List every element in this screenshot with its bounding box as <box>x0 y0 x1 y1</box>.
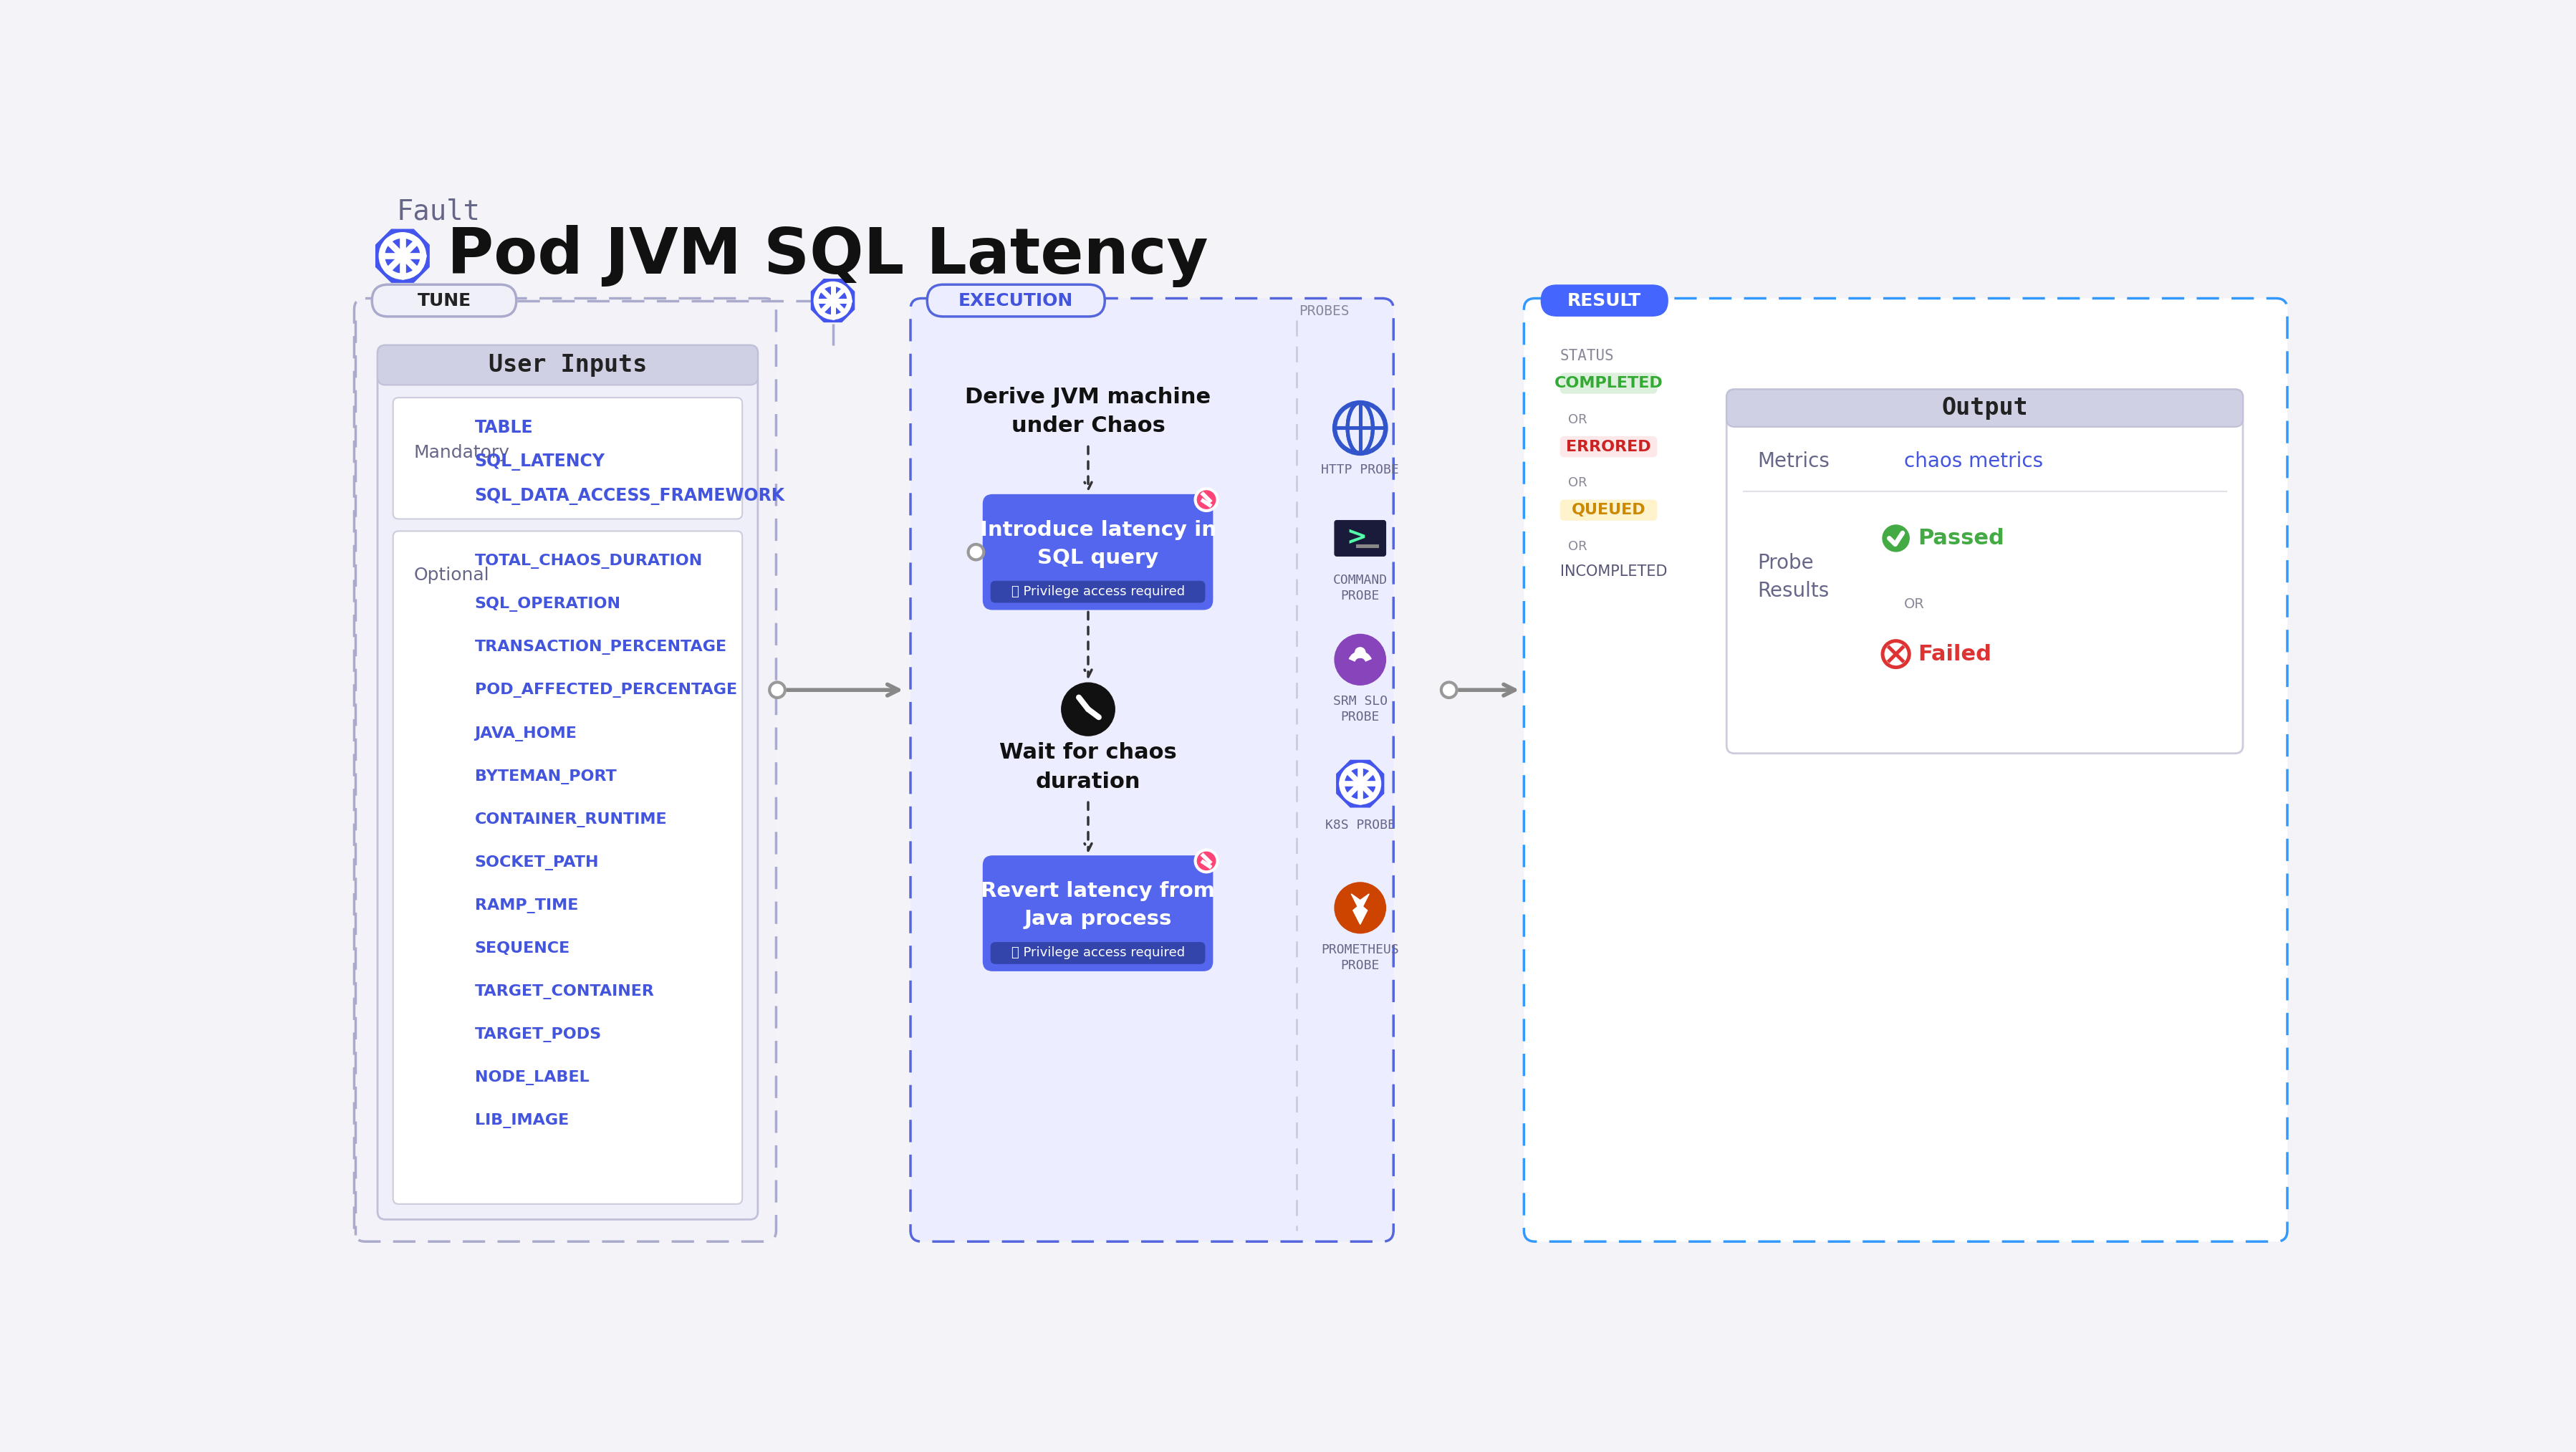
Text: TARGET_CONTAINER: TARGET_CONTAINER <box>474 984 654 999</box>
Text: OR: OR <box>1569 540 1587 553</box>
Circle shape <box>1195 849 1218 873</box>
Text: Derive JVM machine
under Chaos: Derive JVM machine under Chaos <box>966 386 1211 436</box>
Circle shape <box>770 682 786 697</box>
Text: SQL_LATENCY: SQL_LATENCY <box>474 453 605 470</box>
Text: PROMETHEUS
PROBE: PROMETHEUS PROBE <box>1321 944 1399 971</box>
FancyBboxPatch shape <box>927 285 1105 317</box>
Text: TOTAL_CHAOS_DURATION: TOTAL_CHAOS_DURATION <box>474 553 703 569</box>
Polygon shape <box>1337 761 1383 807</box>
Text: 🔒 Privilege access required: 🔒 Privilege access required <box>1012 947 1185 960</box>
Text: OR: OR <box>1569 476 1587 489</box>
Text: ERRORED: ERRORED <box>1566 440 1651 454</box>
Text: SQL_OPERATION: SQL_OPERATION <box>474 597 621 611</box>
Polygon shape <box>1352 894 1368 925</box>
Text: chaos metrics: chaos metrics <box>1904 452 2043 470</box>
Text: 🔒 Privilege access required: 🔒 Privilege access required <box>1012 585 1185 598</box>
FancyBboxPatch shape <box>1334 520 1386 556</box>
Text: OR: OR <box>1569 414 1587 425</box>
Text: RESULT: RESULT <box>1566 292 1641 309</box>
Text: EXECUTION: EXECUTION <box>958 292 1074 309</box>
Text: BYTEMAN_PORT: BYTEMAN_PORT <box>474 770 616 784</box>
Circle shape <box>399 251 407 260</box>
Text: Passed: Passed <box>1919 529 2004 549</box>
FancyBboxPatch shape <box>379 346 757 1220</box>
FancyBboxPatch shape <box>1561 436 1656 457</box>
Text: CONTAINER_RUNTIME: CONTAINER_RUNTIME <box>474 812 667 828</box>
FancyBboxPatch shape <box>1540 285 1669 317</box>
Polygon shape <box>376 229 430 282</box>
FancyBboxPatch shape <box>992 942 1206 964</box>
FancyBboxPatch shape <box>1561 373 1656 393</box>
Text: QUEUED: QUEUED <box>1571 502 1646 517</box>
Text: NODE_LABEL: NODE_LABEL <box>474 1070 590 1085</box>
Text: TABLE: TABLE <box>474 420 533 437</box>
Text: SOCKET_PATH: SOCKET_PATH <box>474 855 600 870</box>
Text: INCOMPLETED: INCOMPLETED <box>1561 565 1667 578</box>
Text: Revert latency from
Java process: Revert latency from Java process <box>981 881 1216 929</box>
Circle shape <box>1087 707 1090 711</box>
Text: SQL_DATA_ACCESS_FRAMEWORK: SQL_DATA_ACCESS_FRAMEWORK <box>474 488 786 505</box>
Text: >: > <box>1347 524 1368 549</box>
FancyBboxPatch shape <box>353 298 775 1241</box>
Text: Mandatory: Mandatory <box>415 444 510 462</box>
Text: POD_AFFECTED_PERCENTAGE: POD_AFFECTED_PERCENTAGE <box>474 682 737 698</box>
Text: Output: Output <box>1942 396 2027 420</box>
Circle shape <box>1883 526 1909 552</box>
Circle shape <box>1195 489 1218 511</box>
Circle shape <box>1334 883 1386 934</box>
Text: COMPLETED: COMPLETED <box>1553 376 1664 391</box>
Text: Pod JVM SQL Latency: Pod JVM SQL Latency <box>446 225 1208 287</box>
Circle shape <box>1061 682 1115 736</box>
FancyBboxPatch shape <box>379 346 757 385</box>
FancyBboxPatch shape <box>1726 389 2244 754</box>
Text: TARGET_PODS: TARGET_PODS <box>474 1027 603 1043</box>
FancyBboxPatch shape <box>992 581 1206 603</box>
Text: SEQUENCE: SEQUENCE <box>474 941 569 955</box>
Text: STATUS: STATUS <box>1561 348 1615 363</box>
FancyBboxPatch shape <box>1561 499 1656 521</box>
Text: COMMAND
PROBE: COMMAND PROBE <box>1332 574 1388 603</box>
Text: Metrics: Metrics <box>1757 452 1829 470</box>
Text: Fault: Fault <box>397 197 482 225</box>
FancyBboxPatch shape <box>981 494 1213 610</box>
Circle shape <box>1355 648 1365 658</box>
Text: Probe
Results: Probe Results <box>1757 553 1829 601</box>
Text: Introduce latency in
SQL query: Introduce latency in SQL query <box>979 520 1216 568</box>
Circle shape <box>1334 635 1386 685</box>
Text: LIB_IMAGE: LIB_IMAGE <box>474 1114 569 1128</box>
FancyBboxPatch shape <box>394 531 742 1204</box>
Circle shape <box>969 544 984 560</box>
Circle shape <box>1358 780 1363 787</box>
FancyBboxPatch shape <box>1726 389 2244 427</box>
Text: Optional: Optional <box>415 566 489 584</box>
Circle shape <box>1440 682 1458 697</box>
Text: RAMP_TIME: RAMP_TIME <box>474 899 577 913</box>
FancyBboxPatch shape <box>371 285 515 317</box>
Text: OR: OR <box>1904 598 1924 611</box>
Polygon shape <box>811 279 855 322</box>
Text: JAVA_HOME: JAVA_HOME <box>474 726 577 741</box>
FancyBboxPatch shape <box>981 855 1213 971</box>
Text: SRM SLO
PROBE: SRM SLO PROBE <box>1332 696 1388 723</box>
Circle shape <box>829 298 837 303</box>
Text: HTTP PROBE: HTTP PROBE <box>1321 463 1399 476</box>
FancyBboxPatch shape <box>1525 298 2287 1241</box>
Text: Failed: Failed <box>1919 643 1991 665</box>
Text: K8S PROBE: K8S PROBE <box>1324 819 1396 832</box>
FancyBboxPatch shape <box>909 298 1394 1241</box>
Text: PROBES: PROBES <box>1298 305 1350 318</box>
FancyBboxPatch shape <box>394 398 742 518</box>
Text: TRANSACTION_PERCENTAGE: TRANSACTION_PERCENTAGE <box>474 640 726 655</box>
Text: Wait for chaos
duration: Wait for chaos duration <box>999 742 1177 793</box>
Text: User Inputs: User Inputs <box>489 353 647 378</box>
Text: TUNE: TUNE <box>417 292 471 309</box>
